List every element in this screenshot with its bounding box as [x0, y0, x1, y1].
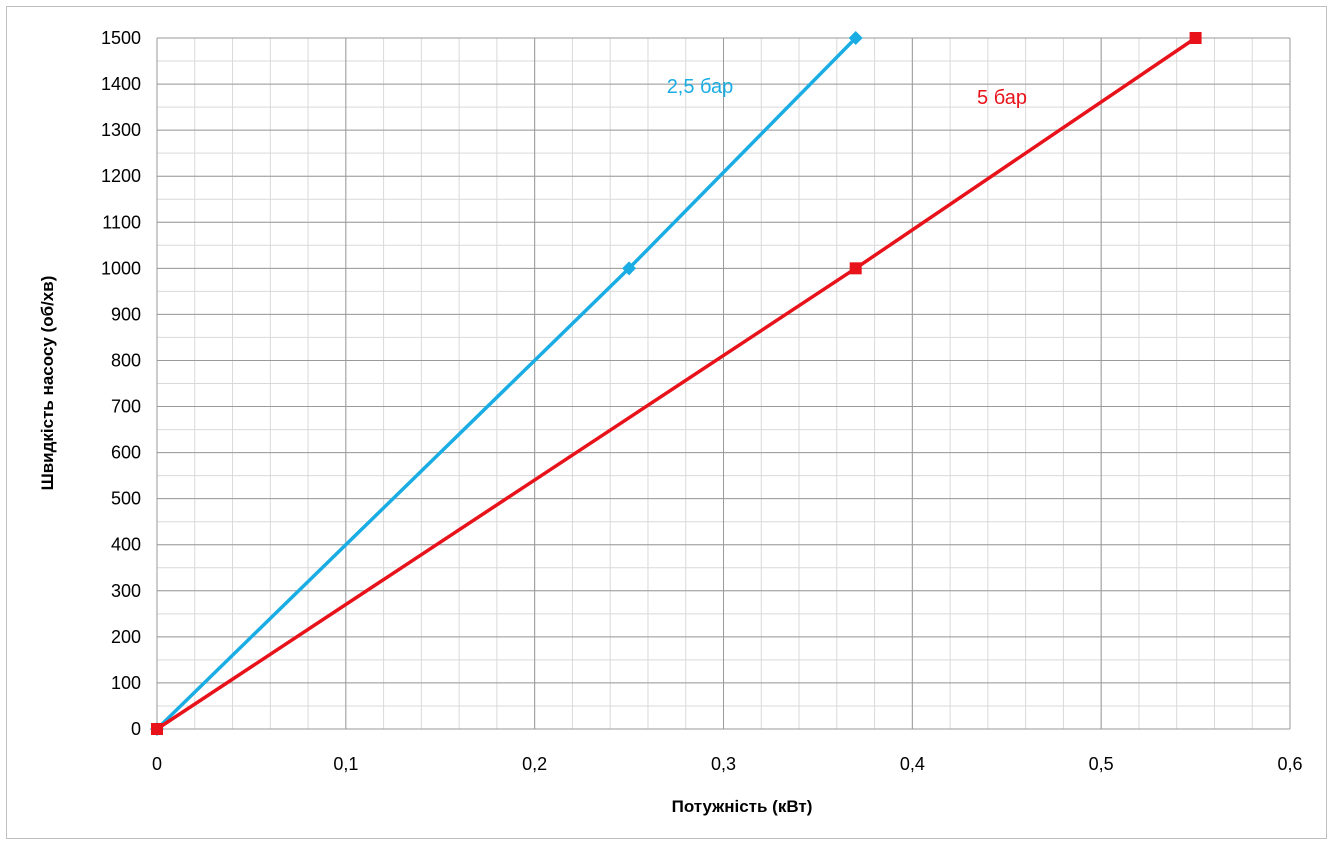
data-point-square [151, 723, 163, 735]
y-tick-label: 1200 [101, 166, 141, 186]
chart-frame [6, 6, 1327, 839]
y-tick-label: 1400 [101, 74, 141, 94]
x-tick-label: 0,5 [1089, 754, 1114, 774]
data-point-square [1189, 32, 1202, 44]
series-label: 5 бар [977, 87, 1027, 109]
y-tick-label: 200 [111, 627, 141, 647]
x-tick-label: 0,4 [900, 754, 925, 774]
x-axis-title: Потужність (кВт) [672, 797, 813, 816]
x-tick-label: 0,1 [333, 754, 358, 774]
y-tick-label: 1300 [101, 120, 141, 140]
y-tick-label: 0 [131, 719, 141, 739]
y-tick-label: 800 [111, 350, 141, 370]
y-tick-label: 400 [111, 535, 141, 555]
y-tick-label: 700 [111, 397, 141, 417]
x-tick-label: 0 [152, 754, 162, 774]
y-tick-label: 300 [111, 581, 141, 601]
y-tick-label: 500 [111, 489, 141, 509]
series-layer: 2,5 бар 5 бар [150, 31, 1202, 736]
y-tick-label: 100 [111, 673, 141, 693]
y-tick-label: 600 [111, 443, 141, 463]
x-tick-label: 0,3 [711, 754, 736, 774]
data-point-diamond [848, 31, 863, 45]
y-axis-tick-labels: 0 100 200 300 400 500 600 700 800 900 1000 1100 1200… [101, 28, 141, 739]
x-tick-label: 0,2 [522, 754, 547, 774]
data-point-square [849, 262, 862, 275]
y-tick-label: 1500 [101, 28, 141, 48]
y-tick-label: 1000 [101, 258, 141, 278]
major-gridlines [156, 37, 1291, 730]
x-tick-label: 0,6 [1277, 754, 1302, 774]
series-label: 2,5 бар [667, 76, 734, 98]
y-tick-label: 1100 [102, 212, 141, 232]
y-axis-title: Швидкість насосу (об/хв) [38, 276, 57, 491]
y-tick-label: 900 [111, 304, 141, 324]
data-point-diamond [622, 261, 637, 276]
x-axis-tick-labels: 0 0,1 0,2 0,3 0,4 0,5 0,6 [152, 754, 1303, 774]
